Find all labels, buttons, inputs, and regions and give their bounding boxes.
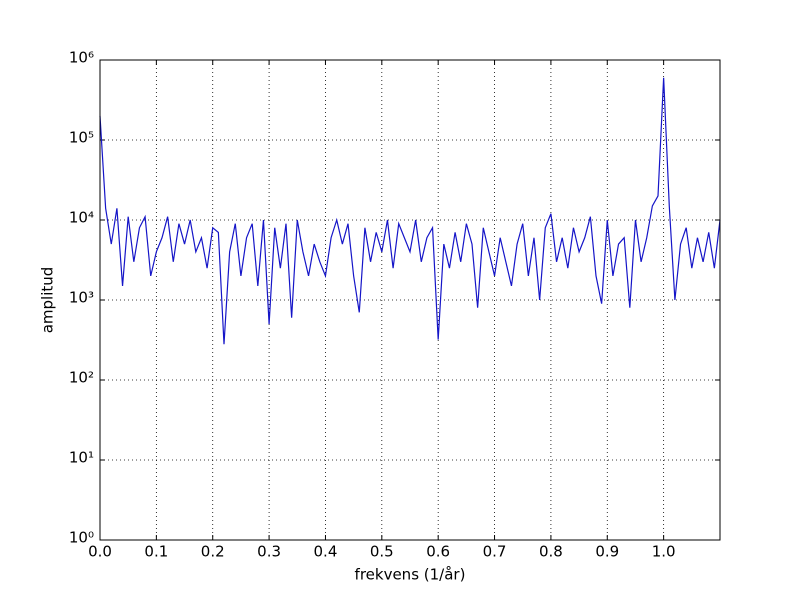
x-tick-label: 0.1: [144, 543, 168, 561]
y-tick-label: 10²: [69, 369, 94, 387]
x-tick-label: 0.5: [370, 543, 394, 561]
x-axis-label: frekvens (1/år): [355, 566, 466, 584]
y-axis-label: amplitud: [39, 267, 57, 334]
y-tick-label: 10³: [69, 289, 94, 307]
line-series: [99, 77, 721, 345]
y-tick-label: 10⁶: [69, 49, 94, 67]
x-tick-label: 0.8: [539, 543, 563, 561]
y-tick-label: 10⁰: [69, 529, 94, 547]
y-tick-label: 10⁵: [69, 129, 94, 147]
x-tick-label: 0.3: [257, 543, 281, 561]
x-tick-label: 0.4: [314, 543, 338, 561]
x-tick-label: 0.0: [88, 543, 112, 561]
x-tick-label: 0.2: [201, 543, 225, 561]
y-tick-label: 10⁴: [69, 209, 94, 227]
x-tick-label: 0.7: [483, 543, 507, 561]
x-tick-label: 0.9: [595, 543, 619, 561]
y-tick-label: 10¹: [69, 449, 94, 467]
plot-frame: [99, 59, 721, 541]
x-tick-label: 1.0: [652, 543, 676, 561]
x-tick-label: 0.6: [426, 543, 450, 561]
